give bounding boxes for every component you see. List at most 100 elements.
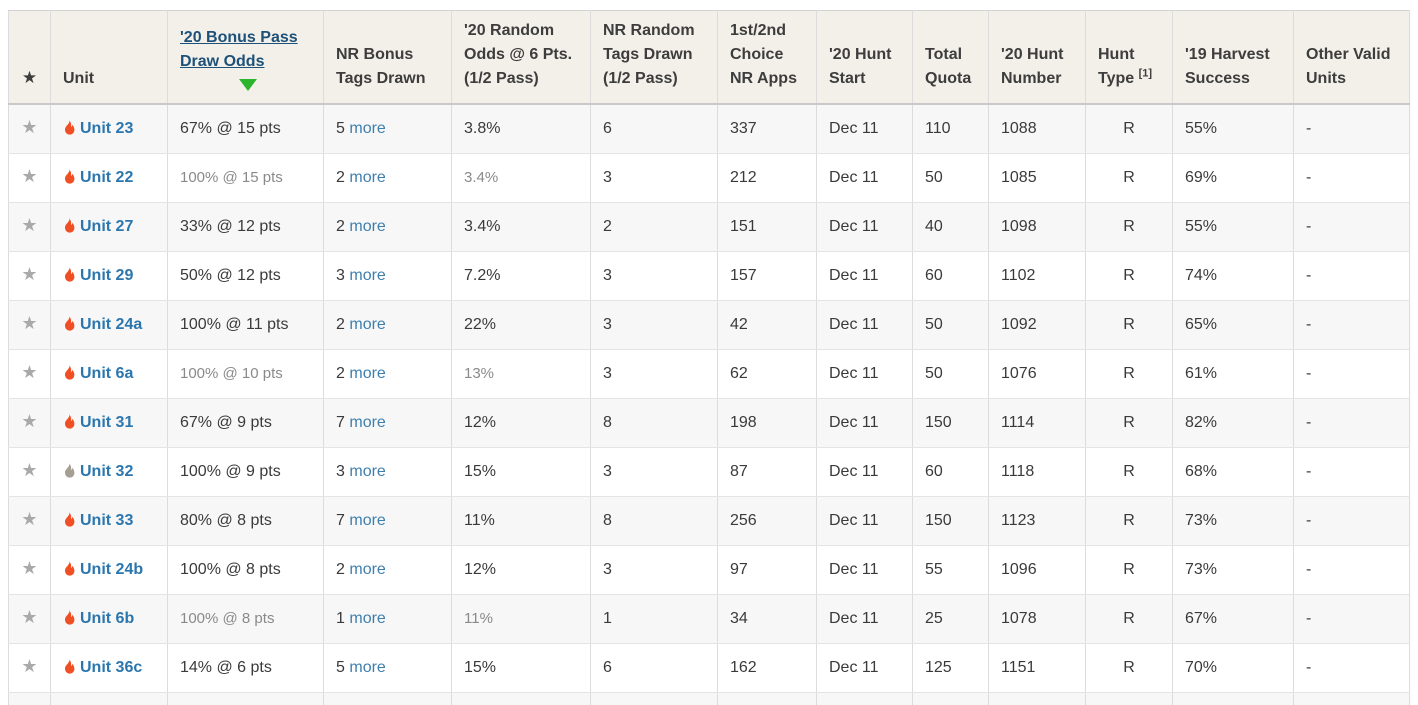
- favorite-star-icon[interactable]: ★: [21, 411, 38, 431]
- bonus-odds-cell: 100% @ 11 pts: [167, 300, 324, 350]
- random-tags-cell: 8: [590, 496, 718, 546]
- bonus-tags-count: 7: [336, 414, 345, 431]
- unit-link[interactable]: Unit 22: [80, 169, 134, 186]
- bonus-tags-cell: 3 more: [323, 251, 452, 301]
- hunt-start-cell: Dec 11: [816, 300, 913, 350]
- other-valid-units-cell: -: [1293, 447, 1410, 497]
- table-row: ★ Unit 27 33% @ 12 pts 2 more 3.4% 2 151…: [8, 202, 1410, 252]
- random-tags-cell: 3: [590, 447, 718, 497]
- bonus-odds-cell: 67% @ 15 pts: [167, 104, 324, 154]
- column-header-choice-apps: 1st/2nd Choice NR Apps: [717, 10, 817, 105]
- more-link[interactable]: more: [349, 561, 386, 578]
- random-odds-cell: 12%: [451, 398, 591, 448]
- favorite-cell: ★: [8, 643, 51, 693]
- column-header-total-quota: Total Quota: [912, 10, 989, 105]
- bonus-odds-cell: 100% @ 15 pts: [167, 153, 324, 203]
- bonus-odds-cell: 33% @ 12 pts: [167, 202, 324, 252]
- random-tags-cell: 3: [590, 153, 718, 203]
- flame-icon: [65, 609, 75, 625]
- column-header-other-valid-units: Other Valid Units: [1293, 10, 1410, 105]
- unit-link[interactable]: Unit 6a: [80, 365, 134, 382]
- hunt-number-cell: 1085: [988, 153, 1086, 203]
- unit-link[interactable]: Unit 33: [80, 512, 134, 529]
- favorite-star-icon[interactable]: ★: [21, 607, 38, 627]
- bonus-tags-count: 2: [336, 169, 345, 186]
- more-link[interactable]: more: [349, 414, 386, 431]
- total-quota-cell: 50: [912, 153, 989, 203]
- total-quota-cell: 150: [912, 398, 989, 448]
- favorite-star-icon[interactable]: ★: [21, 166, 38, 186]
- unit-cell: Unit 29: [50, 251, 168, 301]
- unit-link[interactable]: Unit 36c: [80, 659, 143, 676]
- more-link[interactable]: more: [349, 169, 386, 186]
- favorite-star-icon[interactable]: ★: [21, 509, 38, 529]
- column-header-bonus-odds: '20 Bonus Pass Draw Odds: [167, 10, 324, 105]
- bonus-tags-count: 3: [336, 463, 345, 480]
- bonus-odds-cell: 100% @ 8 pts: [167, 594, 324, 644]
- favorite-star-icon[interactable]: ★: [21, 362, 38, 382]
- column-header-hunt-number: '20 Hunt Number: [988, 10, 1086, 105]
- bonus-tags-count: 2: [336, 218, 345, 235]
- unit-cell: Unit 24b: [50, 545, 168, 595]
- column-header-nr-bonus-tags: NR Bonus Tags Drawn: [323, 10, 452, 105]
- random-odds-cell: 7.2%: [451, 251, 591, 301]
- more-link[interactable]: more: [349, 512, 386, 529]
- table-row-partial: [8, 692, 1410, 705]
- unit-cell: Unit 22: [50, 153, 168, 203]
- star-icon: ★: [21, 68, 38, 87]
- table-row: ★ Unit 36c 14% @ 6 pts 5 more 15% 6 162 …: [8, 643, 1410, 693]
- favorite-star-icon[interactable]: ★: [21, 460, 38, 480]
- hunt-type-cell: R: [1085, 153, 1173, 203]
- choice-apps-cell: 337: [717, 104, 817, 154]
- unit-link[interactable]: Unit 32: [80, 463, 134, 480]
- column-header-harvest-success: '19 Harvest Success: [1172, 10, 1294, 105]
- unit-link[interactable]: Unit 6b: [80, 610, 135, 627]
- hunt-type-cell: R: [1085, 398, 1173, 448]
- favorite-star-icon[interactable]: ★: [21, 656, 38, 676]
- unit-cell: Unit 32: [50, 447, 168, 497]
- hunt-start-cell: Dec 11: [816, 447, 913, 497]
- unit-link[interactable]: Unit 24a: [80, 316, 143, 333]
- favorite-cell: ★: [8, 104, 51, 154]
- choice-apps-cell: 34: [717, 594, 817, 644]
- unit-link[interactable]: Unit 27: [80, 218, 134, 235]
- more-link[interactable]: more: [349, 610, 386, 627]
- bonus-tags-cell: 2 more: [323, 349, 452, 399]
- hunt-type-cell: R: [1085, 349, 1173, 399]
- bonus-odds-sort-link[interactable]: '20 Bonus Pass Draw Odds: [180, 29, 298, 70]
- random-tags-cell: 6: [590, 104, 718, 154]
- more-link[interactable]: more: [349, 659, 386, 676]
- hunt-type-cell: R: [1085, 594, 1173, 644]
- favorite-star-icon[interactable]: ★: [21, 215, 38, 235]
- favorite-star-icon[interactable]: ★: [21, 264, 38, 284]
- more-link[interactable]: more: [349, 463, 386, 480]
- choice-apps-cell: 157: [717, 251, 817, 301]
- bonus-tags-cell: 2 more: [323, 153, 452, 203]
- bonus-odds-cell: 67% @ 9 pts: [167, 398, 324, 448]
- total-quota-cell: 25: [912, 594, 989, 644]
- random-odds-cell: 12%: [451, 545, 591, 595]
- hunt-number-cell: 1151: [988, 643, 1086, 693]
- choice-apps-cell: 97: [717, 545, 817, 595]
- more-link[interactable]: more: [349, 316, 386, 333]
- more-link[interactable]: more: [349, 365, 386, 382]
- more-link[interactable]: more: [349, 267, 386, 284]
- random-tags-cell: 3: [590, 300, 718, 350]
- table-row: ★ Unit 33 80% @ 8 pts 7 more 11% 8 256 D…: [8, 496, 1410, 546]
- more-link[interactable]: more: [349, 120, 386, 137]
- hunt-start-cell: Dec 11: [816, 104, 913, 154]
- favorite-star-icon[interactable]: ★: [21, 558, 38, 578]
- favorite-star-icon[interactable]: ★: [21, 117, 38, 137]
- more-link[interactable]: more: [349, 218, 386, 235]
- favorite-star-icon[interactable]: ★: [21, 313, 38, 333]
- unit-link[interactable]: Unit 24b: [80, 561, 144, 578]
- bonus-tags-count: 2: [336, 365, 345, 382]
- bonus-tags-count: 5: [336, 659, 345, 676]
- unit-link[interactable]: Unit 29: [80, 267, 134, 284]
- bonus-tags-cell: 2 more: [323, 300, 452, 350]
- unit-link[interactable]: Unit 31: [80, 414, 134, 431]
- column-header-random-odds: '20 Random Odds @ 6 Pts. (1/2 Pass): [451, 10, 591, 105]
- hunt-type-cell: R: [1085, 202, 1173, 252]
- harvest-success-cell: 61%: [1172, 349, 1294, 399]
- unit-link[interactable]: Unit 23: [80, 120, 134, 137]
